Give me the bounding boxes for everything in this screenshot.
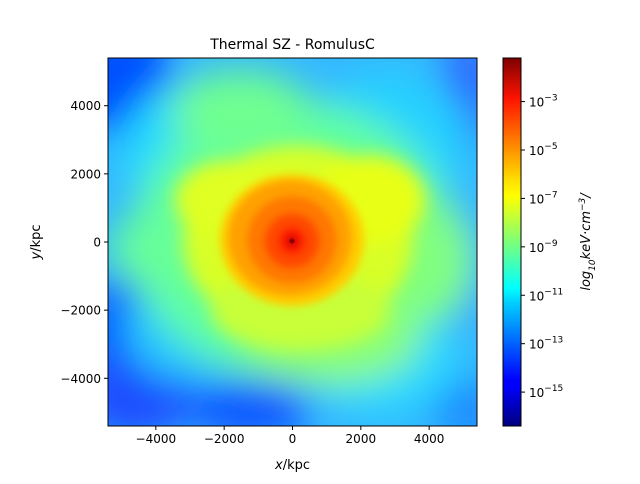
colorbar-tick-exponent: −7 xyxy=(544,190,557,200)
colorbar-tick-base: 10 xyxy=(529,386,544,400)
colorbar-tick-label: 10−9 xyxy=(529,239,558,255)
colorbar-label-exp: −3 xyxy=(578,197,588,211)
x-tick-label: 4000 xyxy=(414,432,445,446)
colorbar-tick-base: 10 xyxy=(529,289,544,303)
colorbar-tick-base: 10 xyxy=(529,241,544,255)
colorbar-label-unit: keV·cm xyxy=(579,211,594,259)
x-tick-label: 0 xyxy=(289,432,297,446)
colorbar-tick-exponent: −9 xyxy=(544,239,558,249)
colorbar-tick-exponent: −3 xyxy=(544,94,557,104)
y-axis-label: y/kpc xyxy=(29,224,44,260)
colorbar-tick-exponent: −11 xyxy=(544,287,563,297)
y-tick-label: 0 xyxy=(93,236,101,250)
colorbar-tick-label: 10−3 xyxy=(529,94,558,110)
x-tick-label: −2000 xyxy=(204,432,245,446)
colorbar-label: log10keV·cm−3/ xyxy=(578,192,598,291)
colorbar-label-log: log xyxy=(579,271,594,291)
x-axis: −4000 −2000 0 2000 4000 xyxy=(136,426,445,446)
colorbar-tick-base: 10 xyxy=(529,338,544,352)
colorbar-label-tail: / xyxy=(579,192,594,199)
colorbar-tick-exponent: −15 xyxy=(544,384,563,394)
x-tick-label: 2000 xyxy=(346,432,377,446)
x-axis-label-unit: /kpc xyxy=(283,458,310,473)
y-tick-label: −2000 xyxy=(60,304,101,318)
y-tick-label: −4000 xyxy=(60,372,101,386)
colorbar-tick-label: 10−13 xyxy=(529,336,563,352)
heatmap-image xyxy=(108,58,477,426)
x-tick-label: −4000 xyxy=(136,432,177,446)
colorbar-tick-label: 10−11 xyxy=(529,287,563,303)
colorbar-label-base: 10 xyxy=(588,259,598,271)
y-axis-label-var: y xyxy=(29,252,44,261)
y-axis: −4000 −2000 0 2000 4000 xyxy=(60,99,108,386)
colorbar xyxy=(502,57,522,427)
y-axis-label-unit: /kpc xyxy=(29,224,44,251)
x-axis-label: x/kpc xyxy=(274,458,310,473)
colorbar-tick-base: 10 xyxy=(529,192,544,206)
chart-title: Thermal SZ - RomulusC xyxy=(209,37,375,53)
colorbar-tick-exponent: −5 xyxy=(544,142,557,152)
colorbar-tick-base: 10 xyxy=(529,144,544,158)
y-tick-label: 2000 xyxy=(70,167,101,181)
colorbar-tick-exponent: −13 xyxy=(544,336,563,346)
colorbar-tick-label: 10−7 xyxy=(529,190,558,206)
y-tick-label: 4000 xyxy=(70,99,101,113)
colorbar-tick-base: 10 xyxy=(529,96,544,110)
colorbar-tick-label: 10−15 xyxy=(529,384,563,400)
x-axis-label-var: x xyxy=(274,458,283,473)
colorbar-tick-label: 10−5 xyxy=(529,142,558,158)
